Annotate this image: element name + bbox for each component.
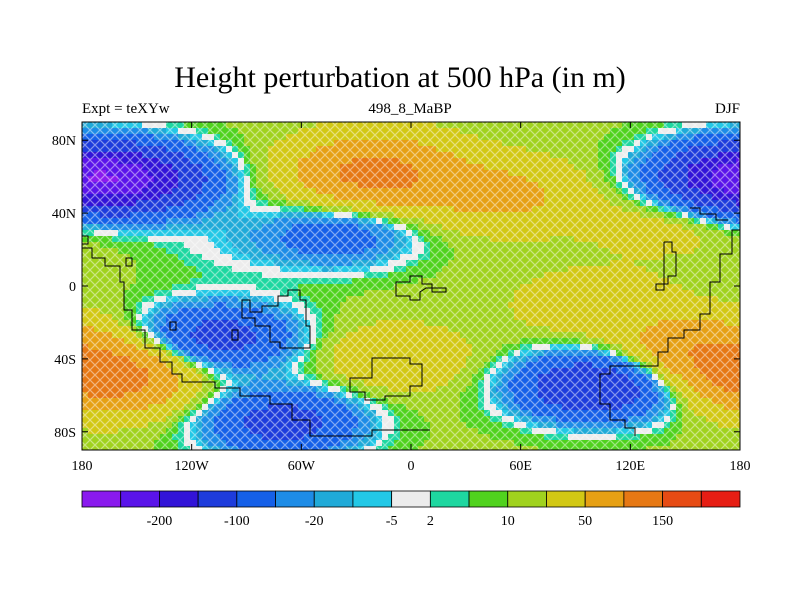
chart-title: Height perturbation at 500 hPa (in m)	[174, 61, 626, 94]
experiment-label: Expt = teXYw	[82, 101, 170, 117]
season-label: DJF	[714, 101, 740, 117]
period-label: 498_8_MaBP	[368, 101, 452, 117]
